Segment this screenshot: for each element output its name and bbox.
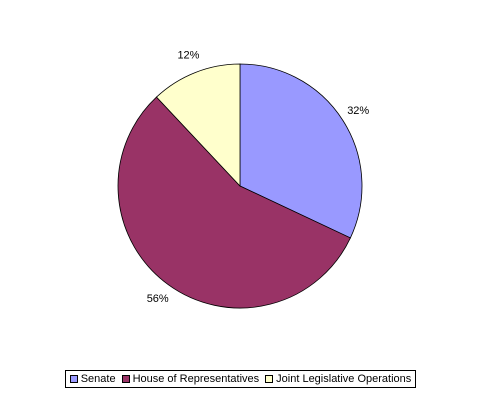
pie-slice: [155, 63, 241, 188]
data-label: 12%: [177, 50, 199, 62]
legend-label: House of Representatives: [132, 373, 260, 385]
data-label: 56%: [147, 293, 169, 305]
legend-area: Senate House of Representatives Joint Legi…: [0, 370, 481, 388]
legend-swatch: [265, 375, 274, 383]
legend-item: House of Representatives: [121, 373, 260, 385]
legend-label: Joint Legislative Operations: [276, 373, 412, 385]
legend: Senate House of Representatives Joint Legi…: [64, 370, 417, 388]
legend-label: Senate: [80, 373, 116, 385]
chart: 32% 56% 12%: [117, 50, 369, 309]
data-label: 32%: [347, 105, 369, 117]
legend-item: Joint Legislative Operations: [265, 373, 411, 385]
legend-swatch: [69, 375, 78, 383]
pie-slice: [117, 96, 351, 309]
legend-item: Senate: [69, 373, 116, 385]
pie-slice: [239, 63, 363, 239]
legend-swatch: [121, 375, 130, 383]
